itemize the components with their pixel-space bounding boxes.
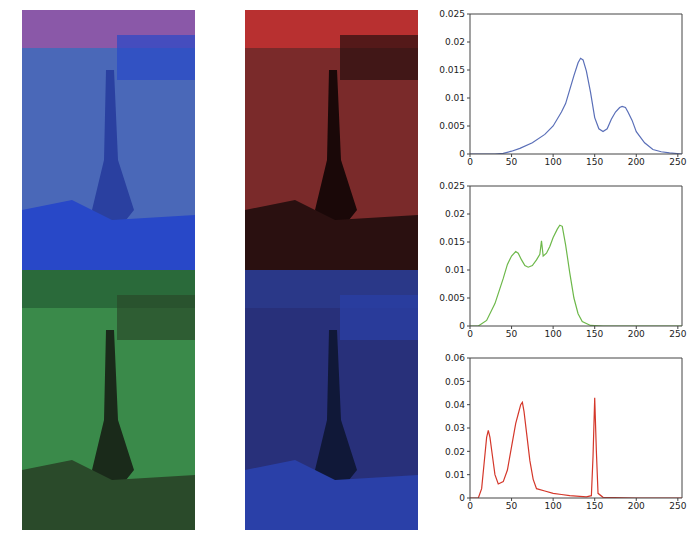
svg-text:0.025: 0.025	[439, 181, 465, 191]
svg-text:0.03: 0.03	[445, 423, 465, 433]
svg-text:0.005: 0.005	[439, 293, 465, 303]
svg-text:50: 50	[506, 329, 518, 339]
svg-text:250: 250	[669, 501, 686, 511]
svg-text:150: 150	[586, 501, 603, 511]
svg-text:100: 100	[545, 157, 562, 167]
svg-text:0.01: 0.01	[445, 265, 465, 275]
svg-text:0.015: 0.015	[439, 237, 465, 247]
svg-text:150: 150	[586, 157, 603, 167]
svg-text:0.02: 0.02	[445, 447, 465, 457]
svg-text:0.05: 0.05	[445, 377, 465, 387]
svg-text:0: 0	[467, 329, 473, 339]
svg-text:50: 50	[506, 501, 518, 511]
svg-text:0.02: 0.02	[445, 209, 465, 219]
svg-text:250: 250	[669, 157, 686, 167]
svg-text:0: 0	[459, 493, 465, 503]
svg-text:250: 250	[669, 329, 686, 339]
svg-text:100: 100	[545, 501, 562, 511]
svg-text:200: 200	[628, 501, 645, 511]
svg-text:0.015: 0.015	[439, 65, 465, 75]
svg-text:200: 200	[628, 157, 645, 167]
svg-text:0.005: 0.005	[439, 121, 465, 131]
svg-text:0: 0	[467, 501, 473, 511]
svg-text:50: 50	[506, 157, 518, 167]
svg-text:0.01: 0.01	[445, 470, 465, 480]
svg-text:0.04: 0.04	[445, 400, 465, 410]
svg-text:100: 100	[545, 329, 562, 339]
svg-text:0: 0	[467, 157, 473, 167]
svg-text:0.02: 0.02	[445, 37, 465, 47]
svg-text:0: 0	[459, 149, 465, 159]
svg-text:0: 0	[459, 321, 465, 331]
svg-text:0.06: 0.06	[445, 353, 465, 363]
svg-text:150: 150	[586, 329, 603, 339]
svg-text:200: 200	[628, 329, 645, 339]
svg-text:0.01: 0.01	[445, 93, 465, 103]
svg-text:0.025: 0.025	[439, 9, 465, 19]
